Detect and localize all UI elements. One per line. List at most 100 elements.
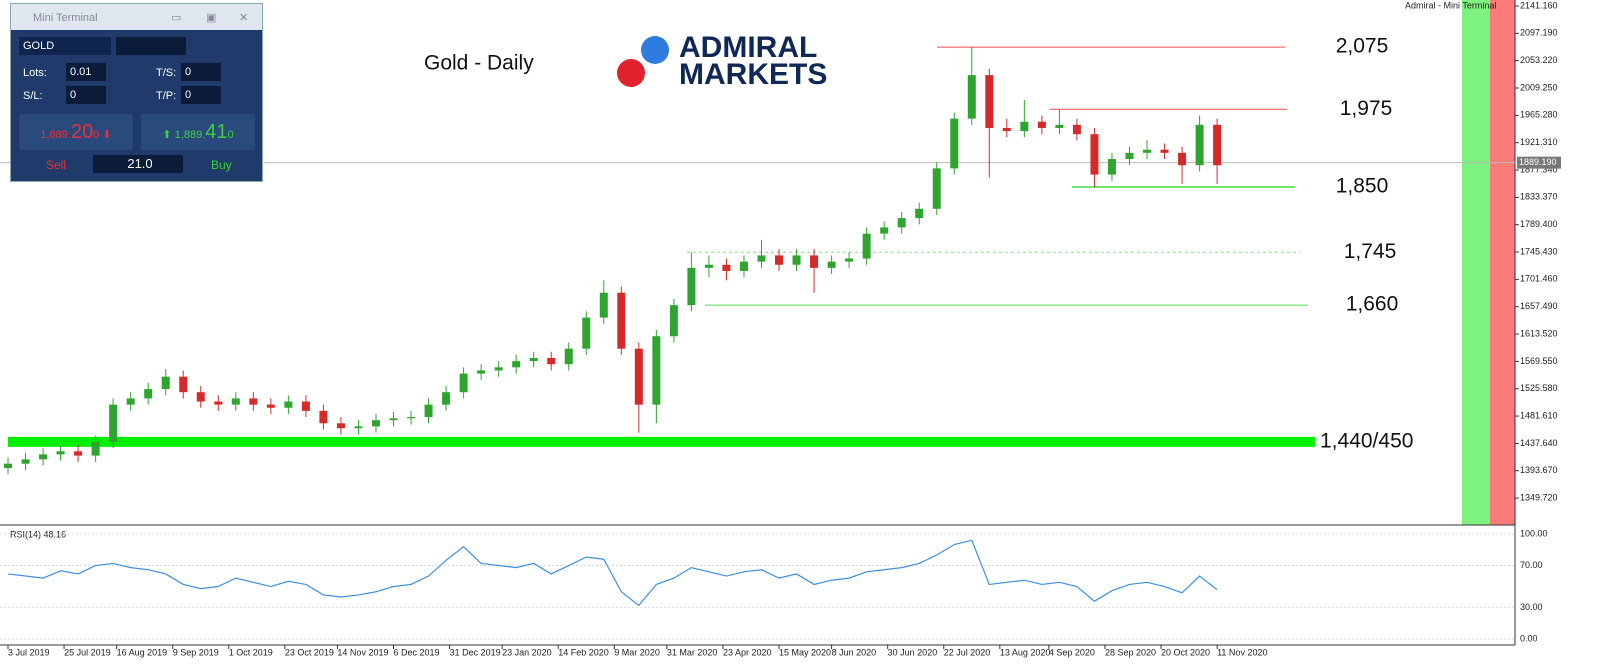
x-tick-label: 20 Oct 2020 bbox=[1161, 647, 1210, 657]
symbol: GOLD bbox=[23, 40, 55, 52]
x-tick-label: 9 Sep 2019 bbox=[173, 647, 219, 657]
buy-button[interactable]: ⬆ 1,889.410 bbox=[141, 114, 255, 150]
x-tick-label: 4 Sep 2020 bbox=[1049, 647, 1095, 657]
candle-body bbox=[1072, 124, 1081, 135]
y-tick-label: 1789.400 bbox=[1520, 219, 1558, 229]
minimize[interactable]: ▭ bbox=[171, 12, 182, 24]
logo-dot bbox=[617, 59, 645, 87]
y-tick-label: 2141.160 bbox=[1520, 0, 1558, 10]
rsi-tick-label: 0.00 bbox=[1520, 633, 1538, 643]
candle-body bbox=[442, 392, 451, 405]
candle-body bbox=[599, 292, 608, 318]
candle-body bbox=[950, 118, 959, 169]
level-label: 1,440/450 bbox=[1320, 429, 1413, 452]
candle-body bbox=[757, 255, 766, 262]
candle-body bbox=[56, 451, 65, 455]
y-tick-label: 1393.670 bbox=[1520, 465, 1558, 475]
candle-body bbox=[1002, 127, 1011, 132]
candle-body bbox=[845, 258, 854, 262]
y-tick-label: 1525.580 bbox=[1520, 383, 1558, 393]
candle-body bbox=[389, 418, 398, 421]
candle-body bbox=[477, 370, 486, 374]
symbol-box bbox=[116, 37, 186, 55]
logo-text: ADMIRAL bbox=[679, 31, 817, 64]
candle-body bbox=[91, 441, 100, 456]
candle-body bbox=[4, 463, 12, 469]
sell-label[interactable]: Sell bbox=[46, 158, 67, 172]
restore[interactable]: ▣ bbox=[206, 12, 217, 24]
candle-body bbox=[1195, 124, 1204, 166]
y-tick-label: 1877.340 bbox=[1520, 164, 1558, 174]
chart-title: Gold - Daily bbox=[424, 52, 534, 75]
price: 1,889. bbox=[174, 129, 206, 141]
candle-body bbox=[547, 357, 556, 365]
candle-body bbox=[880, 227, 889, 234]
lots-input[interactable]: 0.01 bbox=[66, 63, 106, 81]
candle-body bbox=[722, 264, 731, 271]
y-tick-label: 1481.610 bbox=[1520, 410, 1558, 420]
close[interactable]: ✕ bbox=[239, 12, 249, 24]
candle-body bbox=[459, 373, 468, 393]
x-tick-label: 15 May 2020 bbox=[779, 647, 831, 657]
value: 0 bbox=[185, 89, 192, 101]
candle-body bbox=[21, 459, 30, 464]
ts-input[interactable]: 0 bbox=[181, 63, 221, 81]
candle-body bbox=[126, 398, 135, 405]
red-strip bbox=[1490, 0, 1515, 525]
level-label: 2,075 bbox=[1336, 35, 1389, 58]
candle-body bbox=[1125, 152, 1134, 160]
terminal-titlebar: Mini Terminal ▭ ▣ ✕ bbox=[11, 4, 262, 30]
x-tick-label: 31 Mar 2020 bbox=[667, 647, 718, 657]
y-tick-label: 2097.190 bbox=[1520, 28, 1558, 38]
x-tick-label: 14 Nov 2019 bbox=[337, 647, 388, 657]
label: T/S: bbox=[156, 67, 177, 79]
x-tick-label: 31 Dec 2019 bbox=[450, 647, 501, 657]
rsi-tick-label: 30.00 bbox=[1520, 602, 1543, 612]
candle-body bbox=[1020, 121, 1029, 132]
x-tick-label: 8 Jun 2020 bbox=[832, 647, 877, 657]
x-tick-label: 11 Nov 2020 bbox=[1217, 647, 1267, 657]
candle-body bbox=[932, 168, 941, 209]
green-strip bbox=[1462, 0, 1490, 525]
level-label: 1,745 bbox=[1344, 240, 1397, 263]
label: S/L: bbox=[23, 90, 43, 102]
candle-body bbox=[512, 361, 521, 368]
x-tick-label: 16 Aug 2019 bbox=[117, 647, 168, 657]
y-tick-label: 2009.250 bbox=[1520, 82, 1558, 92]
buy-label[interactable]: Buy bbox=[211, 158, 232, 172]
x-tick-label: 23 Apr 2020 bbox=[723, 647, 772, 657]
price: 1,889. bbox=[40, 129, 71, 141]
candle-body bbox=[354, 426, 363, 429]
candle-body bbox=[967, 75, 976, 119]
value: 0 bbox=[70, 89, 77, 101]
volume-input[interactable]: 21.0 bbox=[93, 155, 183, 173]
candle-body bbox=[371, 420, 380, 427]
tp-input[interactable]: 0 bbox=[181, 86, 221, 104]
current-price-label: 1889.190 bbox=[1519, 157, 1557, 167]
candle-body bbox=[1090, 134, 1099, 175]
y-tick-label: 1437.640 bbox=[1520, 438, 1558, 448]
sell-button[interactable]: 1,889.200 ⬇ bbox=[19, 114, 133, 150]
price: 0 bbox=[227, 129, 234, 141]
sl-input[interactable]: 0 bbox=[66, 86, 106, 104]
candle-body bbox=[109, 404, 118, 442]
candle-body bbox=[564, 348, 573, 365]
candle-body bbox=[1037, 121, 1046, 128]
y-tick-label: 1569.550 bbox=[1520, 356, 1558, 366]
x-tick-label: 28 Sep 2020 bbox=[1105, 647, 1156, 657]
x-tick-label: 25 Jul 2019 bbox=[64, 647, 111, 657]
x-tick-label: 23 Oct 2019 bbox=[285, 647, 334, 657]
value: 0.01 bbox=[70, 66, 92, 78]
candle-body bbox=[704, 264, 713, 268]
candle-body bbox=[915, 208, 924, 219]
level-label: 1,660 bbox=[1346, 293, 1399, 316]
mini-terminal: Mini Terminal ▭ ▣ ✕ GOLD Lots: 0.01 T/S: 0… bbox=[10, 3, 263, 182]
x-tick-label: 14 Feb 2020 bbox=[558, 647, 609, 657]
candle-body bbox=[179, 376, 188, 393]
y-tick-label: 1613.520 bbox=[1520, 328, 1558, 338]
y-tick-label: 1349.720 bbox=[1520, 492, 1558, 502]
symbol-select[interactable]: GOLD bbox=[19, 37, 111, 55]
x-tick-label: 23 Jan 2020 bbox=[502, 647, 552, 657]
candle-body bbox=[1213, 124, 1222, 166]
candle-body bbox=[827, 261, 836, 268]
